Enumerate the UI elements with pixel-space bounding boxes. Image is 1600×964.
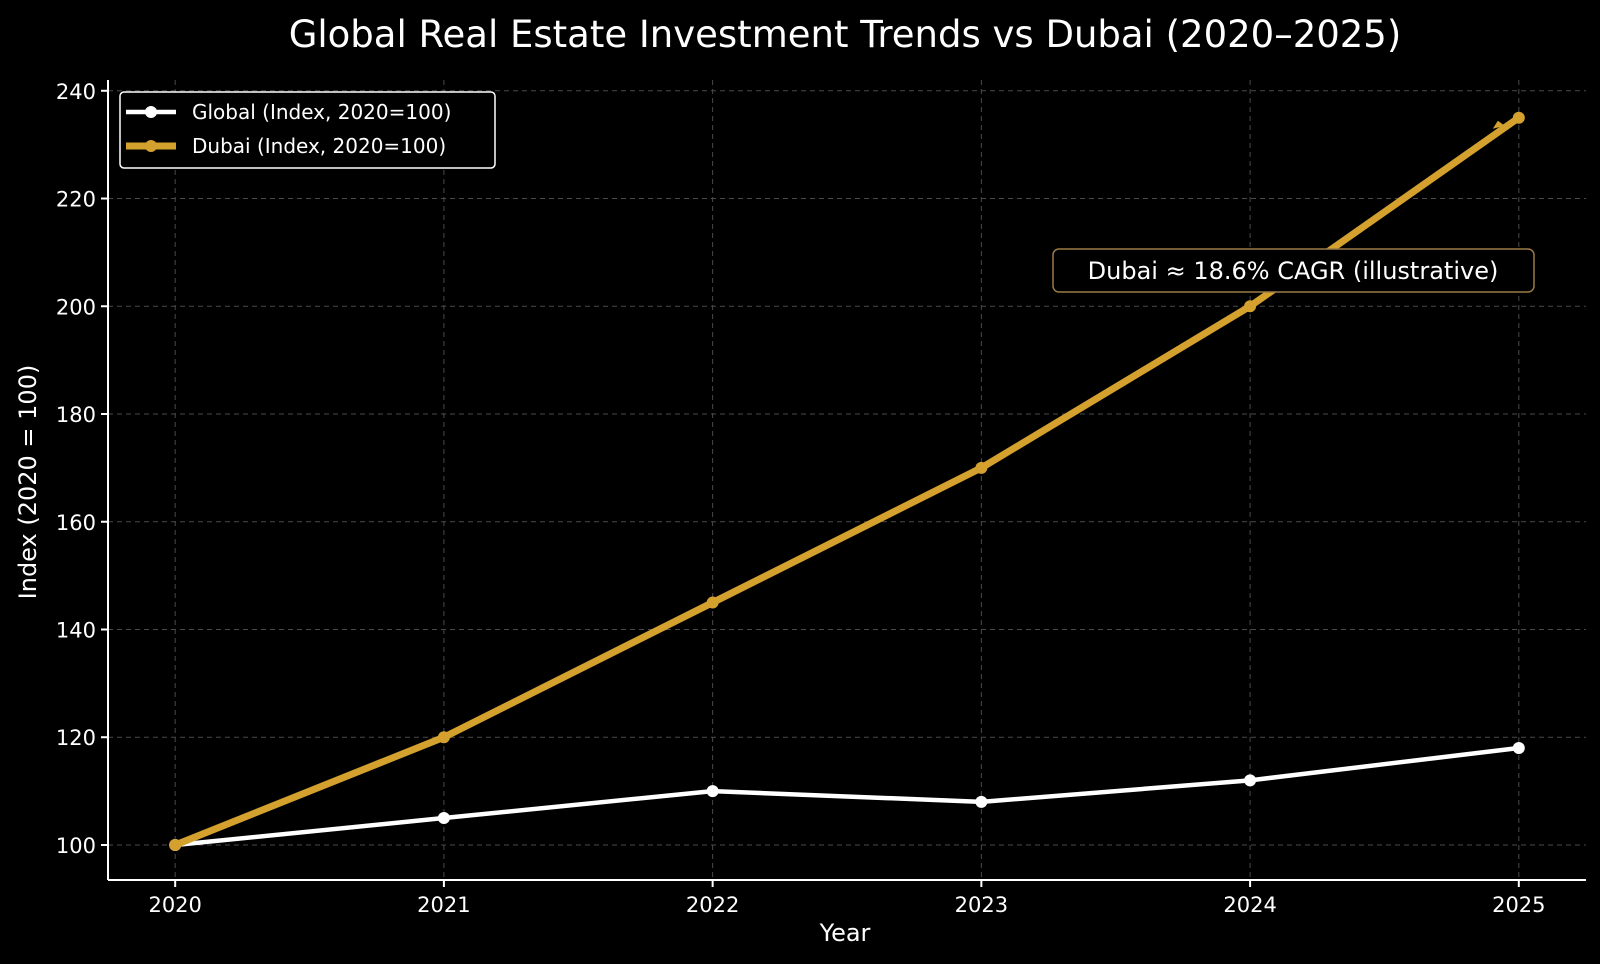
- legend-frame: [119, 91, 496, 169]
- y-tick-label: 100: [56, 834, 96, 858]
- y-tick-label: 220: [56, 188, 96, 212]
- data-point-dubai: [975, 461, 988, 474]
- x-tick-label: 2021: [417, 893, 470, 917]
- y-tick-label: 140: [56, 618, 96, 642]
- data-point-dubai: [1512, 111, 1525, 124]
- x-tick-label: 2022: [686, 893, 739, 917]
- cagr-annotation: Dubai ≈ 18.6% CAGR (illustrative): [1052, 248, 1535, 293]
- y-tick-label: 240: [56, 80, 96, 104]
- chart-title: Global Real Estate Investment Trends vs …: [289, 13, 1402, 56]
- x-tick-label: 2025: [1492, 893, 1545, 917]
- axes: [101, 80, 1586, 887]
- data-point-global: [706, 785, 719, 798]
- data-point-global: [437, 812, 450, 825]
- legend-label-global: Global (Index, 2020=100): [192, 100, 451, 124]
- series-line-global: [172, 745, 1522, 848]
- data-point-dubai: [1244, 300, 1257, 313]
- y-axis-label: Index (2020 = 100): [14, 365, 42, 600]
- x-tick-label: 2023: [955, 893, 1008, 917]
- y-tick-label: 200: [56, 295, 96, 319]
- grid-lines: [108, 80, 1586, 880]
- y-tick-label: 120: [56, 726, 96, 750]
- legend-label-dubai: Dubai (Index, 2020=100): [192, 134, 446, 158]
- data-point-dubai: [437, 731, 450, 744]
- y-tick-label: 160: [56, 511, 96, 535]
- data-point-global: [975, 795, 988, 808]
- x-tick-label: 2024: [1223, 893, 1276, 917]
- tick-labels: 100 120 140 160 180 200 220 240 2020 2021 2022 2023…: [56, 80, 1546, 917]
- legend: Global (Index, 2020=100) Dubai (Index, 2…: [119, 91, 496, 169]
- y-tick-label: 180: [56, 403, 96, 427]
- x-axis-label: Year: [819, 919, 871, 947]
- data-point-global: [1512, 742, 1525, 755]
- x-tick-label: 2020: [148, 893, 201, 917]
- data-point-global: [1244, 774, 1257, 787]
- data-point-dubai: [706, 596, 719, 609]
- legend-marker-dubai: [145, 140, 157, 152]
- annotation-text: Dubai ≈ 18.6% CAGR (illustrative): [1088, 257, 1499, 285]
- annotation-arrow-icon: [1492, 120, 1505, 129]
- legend-marker-global: [145, 106, 157, 118]
- data-point-dubai: [169, 838, 182, 851]
- annotation-box: [1052, 248, 1535, 293]
